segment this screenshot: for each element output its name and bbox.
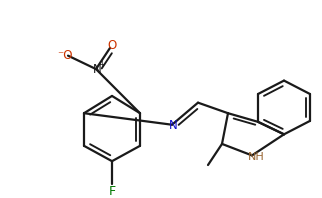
Text: ⁻O: ⁻O [57,49,73,62]
Text: N: N [93,63,101,76]
Text: +: + [99,60,105,69]
Text: O: O [107,39,117,52]
Text: NH: NH [248,152,264,162]
Text: F: F [109,185,116,198]
Text: N: N [169,119,177,132]
